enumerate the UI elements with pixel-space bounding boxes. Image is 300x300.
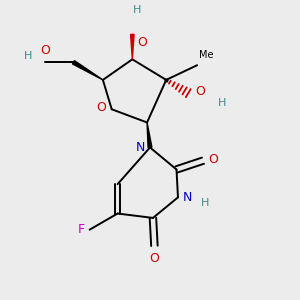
Polygon shape	[130, 34, 134, 59]
Text: N: N	[136, 141, 146, 154]
Text: H: H	[201, 198, 209, 208]
Polygon shape	[147, 122, 152, 148]
Text: O: O	[208, 153, 218, 166]
Text: H: H	[133, 5, 141, 15]
Text: O: O	[97, 101, 106, 114]
Text: O: O	[138, 36, 148, 49]
Text: F: F	[78, 223, 85, 236]
Text: O: O	[149, 252, 159, 265]
Text: H: H	[24, 51, 32, 62]
Text: H: H	[218, 98, 226, 108]
Polygon shape	[73, 61, 103, 80]
Text: O: O	[195, 85, 205, 98]
Text: N: N	[182, 191, 192, 204]
Text: O: O	[40, 44, 50, 57]
Text: Me: Me	[199, 50, 213, 60]
